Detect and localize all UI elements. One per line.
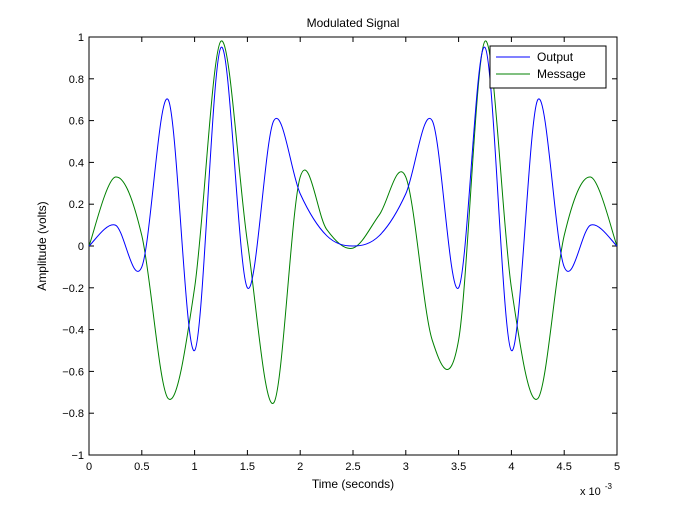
x-axis-multiplier-exponent: -3 bbox=[605, 482, 613, 491]
series-line-output bbox=[89, 46, 617, 352]
x-tick-label: 2.5 bbox=[345, 461, 360, 473]
y-tick-label: 1 bbox=[78, 32, 84, 44]
y-tick-label: −0.2 bbox=[62, 283, 84, 295]
x-tick-label: 2 bbox=[297, 461, 303, 473]
y-tick-label: 0.6 bbox=[69, 116, 84, 128]
y-axis-label: Amplitude (volts) bbox=[35, 201, 49, 290]
y-tick-label: −1 bbox=[71, 450, 84, 462]
x-tick-label: 0.5 bbox=[134, 461, 149, 473]
x-axis-multiplier-base: x 10 bbox=[580, 486, 601, 498]
x-tick-label: 3 bbox=[403, 461, 409, 473]
y-tick-label: −0.6 bbox=[62, 366, 84, 378]
legend-box bbox=[489, 45, 607, 89]
y-tick-label: 0 bbox=[78, 241, 84, 253]
y-tick-label: 0.4 bbox=[69, 157, 84, 169]
x-axis-multiplier: x 10 -3 bbox=[580, 482, 613, 498]
x-tick-label: 1.5 bbox=[240, 461, 255, 473]
series-group bbox=[89, 40, 617, 404]
x-tick-label: 1 bbox=[192, 461, 198, 473]
legend-label-message: Message bbox=[537, 67, 586, 81]
series-line-message bbox=[89, 40, 617, 404]
x-axis-label: Time (seconds) bbox=[312, 477, 394, 491]
plot-layer: 0 0.5 1 1.5 2 2.5 3 3.5 4 4.5 5 −1 −0.8 −0.6 −0.4 −0.2 0… bbox=[62, 32, 620, 473]
x-tick-label: 4 bbox=[508, 461, 514, 473]
chart-title: Modulated Signal bbox=[307, 16, 400, 30]
y-tick-label: 0.8 bbox=[69, 74, 84, 86]
x-tick-label: 4.5 bbox=[557, 461, 572, 473]
legend-label-output: Output bbox=[537, 50, 574, 64]
y-tick-label: −0.4 bbox=[62, 325, 84, 337]
y-tick-label: 0.2 bbox=[69, 199, 84, 211]
x-tick-label: 0 bbox=[86, 461, 92, 473]
x-tick-label: 5 bbox=[614, 461, 620, 473]
x-tick-label: 3.5 bbox=[451, 461, 466, 473]
y-tick-label: −0.8 bbox=[62, 408, 84, 420]
legend: Output Message bbox=[489, 45, 607, 89]
